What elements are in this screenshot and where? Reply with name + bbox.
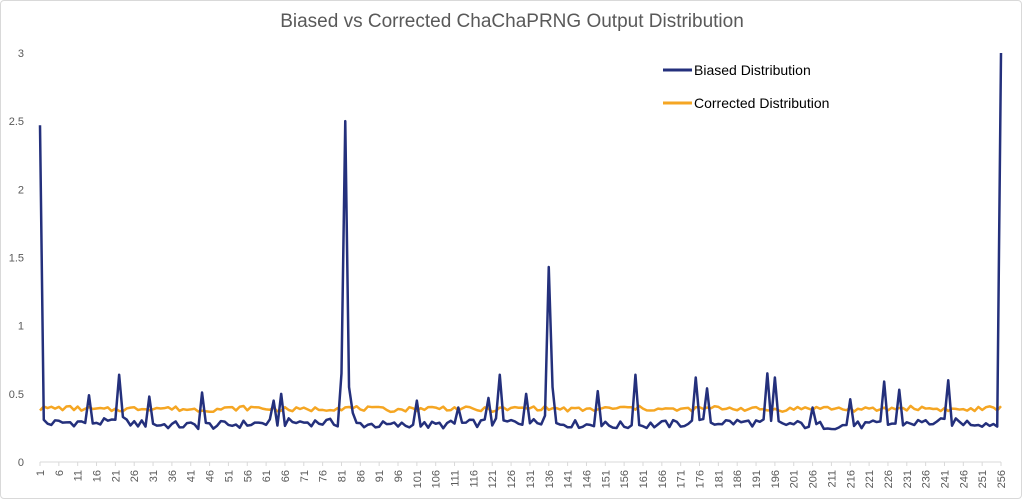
x-tick-label: 166 (657, 470, 669, 488)
x-tick-label: 251 (977, 470, 989, 488)
x-tick-label: 111 (450, 470, 462, 487)
x-tick-label: 26 (129, 470, 141, 482)
y-tick-label: 1.5 (9, 253, 24, 265)
x-tick-label: 216 (845, 470, 857, 488)
x-tick-label: 246 (958, 470, 970, 488)
x-tick-label: 16 (92, 470, 104, 482)
x-tick-label: 136 (544, 470, 556, 488)
x-tick-label: 96 (393, 470, 405, 482)
x-tick-label: 141 (563, 470, 575, 488)
y-tick-label: 3 (18, 48, 24, 60)
x-tick-label: 91 (374, 470, 386, 482)
x-tick-label: 221 (864, 470, 876, 488)
legend-label: Biased Distribution (694, 62, 811, 78)
x-tick-label: 151 (600, 470, 612, 488)
x-tick-label: 46 (205, 470, 217, 482)
x-tick-label: 76 (318, 470, 330, 482)
x-tick-label: 161 (638, 470, 650, 488)
x-tick-label: 206 (808, 470, 820, 488)
x-tick-label: 21 (110, 470, 122, 482)
x-tick-label: 171 (676, 470, 688, 488)
x-tick-label: 106 (431, 470, 443, 488)
x-tick-label: 146 (581, 470, 593, 488)
legend: Biased Distribution Corrected Distributio… (663, 62, 829, 111)
x-tick-label: 31 (148, 470, 160, 482)
x-tick-label: 86 (355, 470, 367, 482)
x-tick-label: 211 (826, 470, 838, 488)
x-tick-label: 126 (506, 470, 518, 488)
x-tick-label: 231 (902, 470, 914, 488)
x-tick-label: 241 (939, 470, 951, 488)
x-tick-label: 1 (35, 470, 47, 476)
x-tick-label: 176 (695, 470, 707, 488)
x-tick-label: 36 (167, 470, 179, 482)
x-tick-label: 66 (280, 470, 292, 482)
x-tick-label: 61 (261, 470, 273, 482)
x-tick-label: 186 (732, 470, 744, 488)
x-tick-label: 116 (468, 470, 480, 488)
corrected-series-line (39, 404, 1002, 414)
y-tick-label: 1 (18, 321, 24, 333)
chart-title: Biased vs Corrected ChaChaPRNG Output Di… (280, 11, 744, 32)
x-tick-label: 101 (412, 470, 424, 488)
x-tick-label: 131 (525, 470, 537, 488)
x-tick-label: 181 (713, 470, 725, 488)
x-tick-label: 51 (223, 470, 235, 482)
x-tick-label: 6 (54, 470, 66, 476)
x-tick-label: 11 (73, 470, 85, 481)
y-tick-label: 2 (18, 184, 24, 196)
x-tick-label: 81 (336, 470, 348, 482)
y-axis-ticks: 0 0.5 1 1.5 2 2.5 3 (9, 48, 24, 469)
x-tick-label: 236 (921, 470, 933, 488)
legend-label: Corrected Distribution (694, 95, 829, 111)
x-tick-label: 56 (242, 470, 254, 482)
y-tick-label: 0.5 (9, 389, 24, 401)
x-tick-label: 196 (770, 470, 782, 488)
x-axis-ticks: 1 6 11 16 21 26 31 36 41 46 51 56 61 66 71 76 81 86 91 96 10… (35, 462, 1008, 488)
x-tick-label: 191 (751, 470, 763, 488)
x-tick-label: 121 (487, 470, 499, 488)
series-layer (38, 52, 1003, 431)
x-tick-label: 201 (789, 470, 801, 488)
x-tick-label: 71 (299, 470, 311, 482)
biased-series-line (38, 52, 1003, 431)
x-tick-label: 256 (996, 470, 1008, 488)
y-tick-label: 2.5 (9, 116, 24, 128)
x-tick-label: 156 (619, 470, 631, 488)
x-tick-label: 41 (186, 470, 198, 482)
y-tick-label: 0 (18, 457, 24, 469)
x-tick-label: 226 (883, 470, 895, 488)
